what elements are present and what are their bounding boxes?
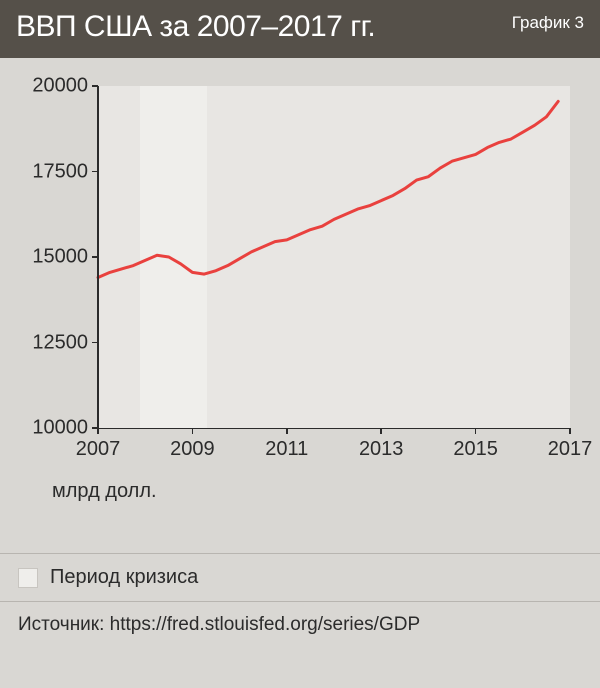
chart-title: ВВП США за 2007–2017 гг. <box>16 10 375 44</box>
gdp-line-series <box>98 101 558 277</box>
legend-label: Период кризиса <box>50 566 198 589</box>
source-bar: Источник: https://fred.stlouisfed.org/se… <box>0 601 600 652</box>
y-tick-mark <box>92 85 98 87</box>
y-tick-label: 20000 <box>32 75 98 98</box>
line-chart-svg <box>98 86 570 428</box>
plot-area: 1000012500150001750020000200720092011201… <box>98 86 570 428</box>
legend-bar: Период кризиса <box>0 553 600 601</box>
x-tick-mark <box>97 428 99 434</box>
plot-container: 1000012500150001750020000200720092011201… <box>0 58 600 511</box>
x-tick-mark <box>192 428 194 434</box>
source-text: Источник: https://fred.stlouisfed.org/se… <box>18 614 420 635</box>
x-tick-mark <box>380 428 382 434</box>
chart-header: ВВП США за 2007–2017 гг. График 3 <box>0 0 600 58</box>
y-tick-mark <box>92 342 98 344</box>
y-axis-unit-label: млрд долл. <box>52 480 570 503</box>
x-axis-line <box>98 428 570 430</box>
legend-swatch <box>18 568 38 588</box>
y-tick-label: 15000 <box>32 246 98 269</box>
y-tick-mark <box>92 171 98 173</box>
x-tick-mark <box>569 428 571 434</box>
y-tick-mark <box>92 256 98 258</box>
x-tick-mark <box>286 428 288 434</box>
plot: 1000012500150001750020000200720092011201… <box>24 86 570 466</box>
x-tick-mark <box>475 428 477 434</box>
y-tick-label: 12500 <box>32 331 98 354</box>
chart-number-label: График 3 <box>512 13 584 33</box>
y-tick-label: 17500 <box>32 160 98 183</box>
